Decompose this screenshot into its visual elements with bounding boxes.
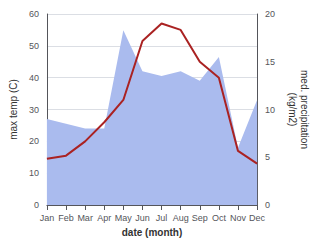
svg-text:0: 0 [265,200,270,210]
svg-text:40: 40 [29,73,39,83]
svg-text:max temp (C): max temp (C) [8,79,19,140]
svg-text:5: 5 [265,152,270,162]
svg-text:20: 20 [29,136,39,146]
svg-text:20: 20 [265,9,275,19]
svg-text:date (month): date (month) [122,227,183,238]
svg-text:0: 0 [34,200,39,210]
svg-text:med. precipitation: med. precipitation [299,70,310,149]
svg-text:10: 10 [265,105,275,115]
svg-text:10: 10 [29,168,39,178]
svg-text:Feb: Feb [58,213,74,223]
svg-text:15: 15 [265,57,275,67]
svg-text:Nov: Nov [230,213,247,223]
svg-text:Aug: Aug [173,213,189,223]
svg-text:Dec: Dec [249,213,266,223]
svg-text:May: May [115,213,133,223]
svg-text:Jul: Jul [156,213,168,223]
svg-text:Sep: Sep [192,213,208,223]
svg-text:60: 60 [29,9,39,19]
svg-text:Jun: Jun [135,213,150,223]
svg-text:(kg/m2): (kg/m2) [287,93,298,127]
svg-text:Jan: Jan [40,213,55,223]
svg-text:30: 30 [29,105,39,115]
svg-text:Apr: Apr [97,213,111,223]
svg-text:50: 50 [29,41,39,51]
svg-text:Oct: Oct [212,213,227,223]
svg-text:Mar: Mar [77,213,93,223]
